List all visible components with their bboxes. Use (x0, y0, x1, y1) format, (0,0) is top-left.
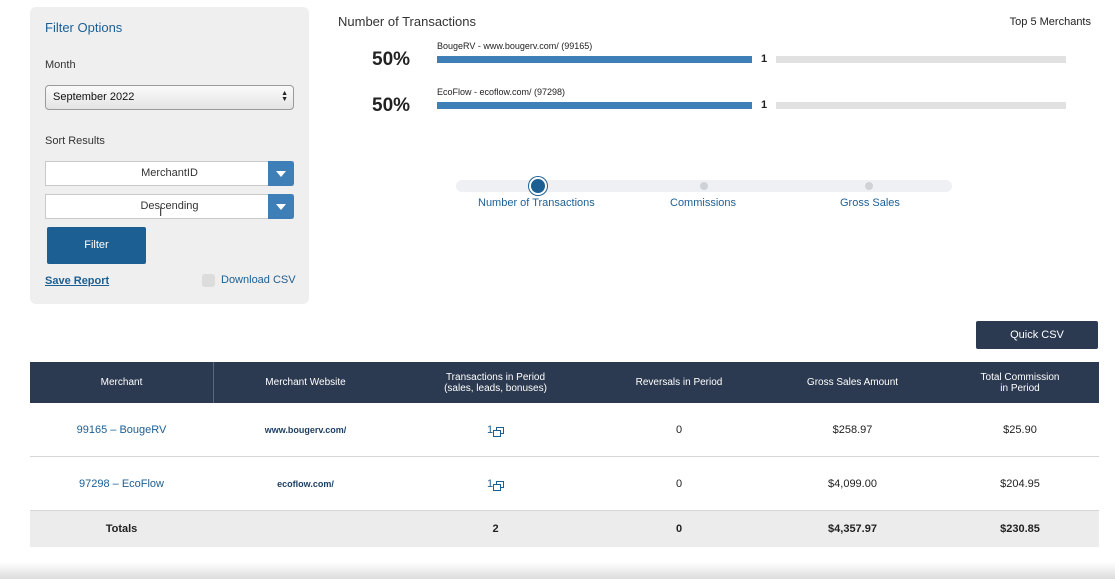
col-gross-sales[interactable]: Gross Sales Amount (806, 377, 899, 388)
commission-value: $25.90 (1003, 424, 1037, 436)
download-csv-label[interactable]: Download CSV (221, 274, 296, 286)
transactions-link[interactable]: 1 (397, 457, 594, 511)
merchant-bar-count: 1 (761, 53, 768, 65)
col-reversals[interactable]: Reversals in Period (635, 377, 723, 388)
merchant-link[interactable]: 99165 – BougeRV (76, 424, 167, 436)
filter-options-title: Filter Options (45, 20, 123, 35)
reversals-value: 0 (675, 478, 683, 490)
totals-transactions: 2 (492, 523, 499, 535)
metric-slider-track[interactable] (456, 177, 952, 195)
slider-dot-transactions[interactable] (529, 177, 547, 195)
merchant-bar-label: EcoFlow - ecoflow.com/ (97298) (437, 87, 566, 97)
chevron-down-icon[interactable] (268, 194, 294, 219)
filter-button[interactable]: Filter (47, 227, 146, 264)
sort-order-select[interactable]: Descending (45, 194, 294, 219)
col-commission[interactable]: Total Commission in Period (941, 362, 1099, 403)
download-csv-checkbox[interactable] (202, 274, 215, 287)
col-transactions[interactable]: Transactions in Period (sales, leads, bo… (397, 362, 594, 403)
header-divider (213, 362, 214, 403)
table-header: Merchant Merchant Website Transactions i… (30, 362, 1099, 403)
quick-csv-button[interactable]: Quick CSV (976, 321, 1098, 349)
section-title: Number of Transactions (338, 14, 477, 29)
month-label: Month (45, 59, 76, 71)
merchant-bar-remainder (776, 102, 1066, 109)
month-select-value: September 2022 (53, 91, 135, 103)
merchant-bar-row: 50% EcoFlow - ecoflow.com/ (97298) 1 (372, 87, 1066, 117)
gross-sales-value: $4,099.00 (828, 478, 877, 490)
transactions-link[interactable]: 1 (397, 403, 594, 457)
slider-label-transactions[interactable]: Number of Transactions (478, 197, 595, 209)
merchant-bar-track: 1 (437, 53, 1066, 65)
sort-results-label: Sort Results (45, 135, 105, 147)
reversals-value: 0 (675, 424, 683, 436)
col-commission-line2: in Period (1000, 382, 1040, 394)
totals-label: Totals (105, 523, 138, 535)
merchant-bar-fill (437, 102, 752, 109)
col-merchant[interactable]: Merchant (100, 377, 143, 388)
transactions-count: 1 (486, 424, 494, 436)
sort-field-value: MerchantID (141, 167, 198, 179)
totals-reversals: 0 (675, 523, 683, 535)
merchant-bar-fill (437, 56, 752, 63)
table-row: 97298 – EcoFlow ecoflow.com/ 1 0 $4,099.… (30, 457, 1099, 511)
merchant-bar-count: 1 (761, 99, 768, 111)
merchant-website-link[interactable]: ecoflow.com/ (277, 479, 334, 489)
merchant-bar-label: BougeRV - www.bougerv.com/ (99165) (437, 41, 593, 51)
totals-gross-sales: $4,357.97 (828, 523, 877, 535)
slider-dot-commissions[interactable] (700, 182, 708, 190)
sort-field-select[interactable]: MerchantID (45, 161, 294, 186)
commission-value: $204.95 (1000, 478, 1040, 490)
merchant-link[interactable]: 97298 – EcoFlow (79, 478, 164, 490)
merchant-bar-row: 50% BougeRV - www.bougerv.com/ (99165) 1 (372, 41, 1066, 71)
merchant-percent: 50% (372, 95, 411, 116)
merchant-table: Merchant Merchant Website Transactions i… (30, 362, 1099, 547)
sort-order-value: Descending (140, 200, 199, 212)
totals-commission: $230.85 (1000, 523, 1040, 535)
merchant-bar-track: 1 (437, 99, 1066, 111)
month-select[interactable]: September 2022 ▲ ▼ (45, 85, 294, 110)
external-link-icon[interactable] (493, 480, 505, 491)
transactions-count: 1 (486, 478, 494, 490)
table-row: 99165 – BougeRV www.bougerv.com/ 1 0 $25… (30, 403, 1099, 457)
merchant-percent: 50% (372, 49, 411, 70)
merchant-bar-remainder (776, 56, 1066, 63)
col-commission-line1: Total Commission (980, 371, 1060, 383)
gross-sales-value: $258.97 (832, 424, 873, 436)
select-arrows-icon: ▲ ▼ (281, 90, 288, 103)
text-cursor-icon: I (159, 205, 163, 219)
external-link-icon[interactable] (493, 426, 505, 437)
top-merchants-label: Top 5 Merchants (1009, 16, 1091, 28)
totals-row: Totals 2 0 $4,357.97 $230.85 (30, 511, 1099, 547)
page-bottom-shadow (0, 562, 1115, 579)
col-transactions-line2: (sales, leads, bonuses) (444, 382, 547, 394)
filter-panel: Filter Options Month September 2022 ▲ ▼ S… (30, 7, 309, 304)
save-report-link[interactable]: Save Report (45, 275, 110, 287)
col-website[interactable]: Merchant Website (265, 377, 346, 388)
col-transactions-line1: Transactions in Period (445, 371, 546, 383)
merchant-website-link[interactable]: www.bougerv.com/ (264, 425, 347, 435)
chevron-down-icon[interactable] (268, 161, 294, 186)
slider-dot-gross-sales[interactable] (865, 182, 873, 190)
slider-label-gross-sales[interactable]: Gross Sales (840, 197, 900, 209)
slider-label-commissions[interactable]: Commissions (670, 197, 737, 209)
